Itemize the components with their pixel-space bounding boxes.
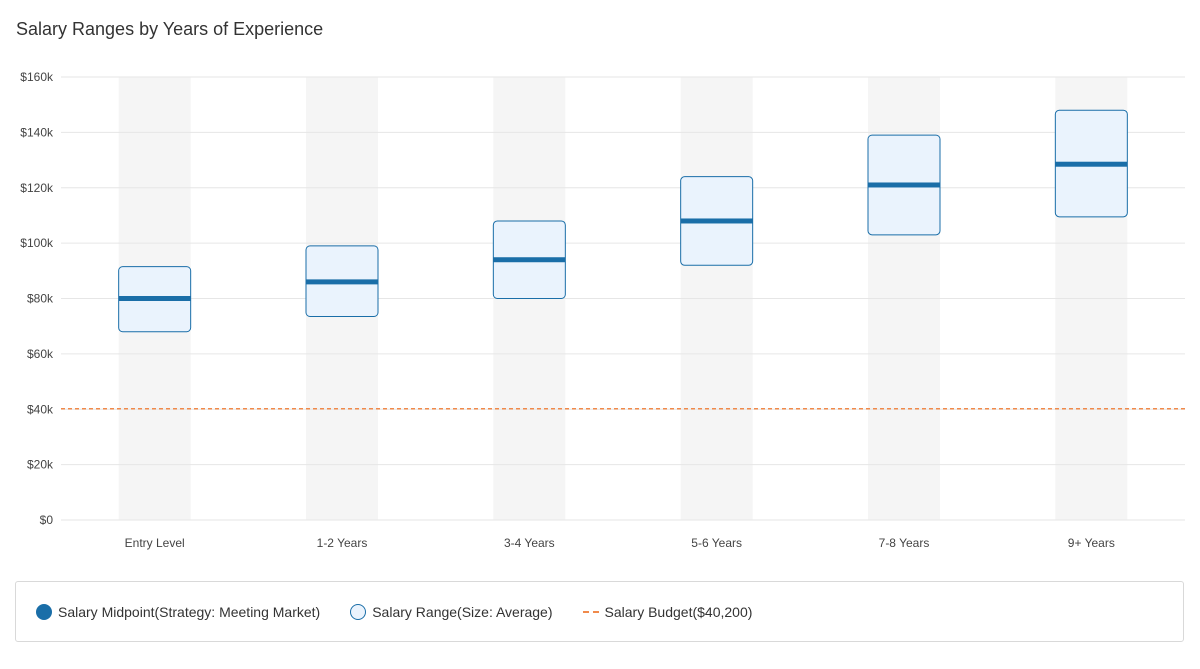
y-tick-label: $60k: [27, 347, 54, 361]
y-tick-label: $20k: [27, 458, 54, 472]
salary-midpoint-bar: [868, 182, 940, 188]
y-tick-label: $140k: [20, 125, 54, 139]
y-tick-label: $120k: [20, 181, 54, 195]
salary-midpoint-bar: [1055, 161, 1128, 167]
midpoint-swatch-icon: [36, 603, 52, 620]
x-tick-label: 7-8 Years: [879, 536, 930, 550]
x-tick-label: 3-4 Years: [504, 536, 555, 550]
x-tick-label: 9+ Years: [1068, 536, 1115, 550]
chart-title: Salary Ranges by Years of Experience: [16, 19, 324, 39]
y-tick-label: $160k: [20, 70, 54, 84]
x-tick-label: 1-2 Years: [317, 536, 368, 550]
salary-midpoint-bar: [493, 257, 566, 263]
y-tick-label: $40k: [27, 402, 54, 416]
legend-label-range: Salary Range(Size: Average): [372, 603, 553, 620]
salary-midpoint-bar: [118, 296, 191, 301]
budget-swatch-icon: [582, 610, 599, 613]
salary-range-chart: $0 $20k $40k $60k $80k $100k $120k $140k $160k En…: [20, 70, 1185, 550]
legend-item-range[interactable]: Salary Range(Size: Average): [350, 603, 553, 620]
salary-midpoint-bar: [306, 279, 378, 285]
y-tick-label: $80k: [27, 292, 54, 306]
legend-item-budget[interactable]: Salary Budget($40,200): [582, 603, 753, 620]
chart-legend: Salary Midpoint(Strategy: Meeting Market…: [15, 581, 1184, 642]
y-tick-label: $0: [40, 513, 54, 527]
legend-item-midpoint[interactable]: Salary Midpoint(Strategy: Meeting Market…: [36, 603, 321, 620]
legend-label-budget: Salary Budget($40,200): [604, 603, 753, 620]
range-swatch-icon: [350, 603, 367, 620]
x-tick-label: 5-6 Years: [691, 536, 742, 550]
salary-midpoint-bar: [680, 218, 753, 224]
legend-label-midpoint: Salary Midpoint(Strategy: Meeting Market…: [58, 603, 321, 620]
x-tick-label: Entry Level: [125, 536, 185, 550]
y-tick-label: $100k: [20, 236, 54, 250]
